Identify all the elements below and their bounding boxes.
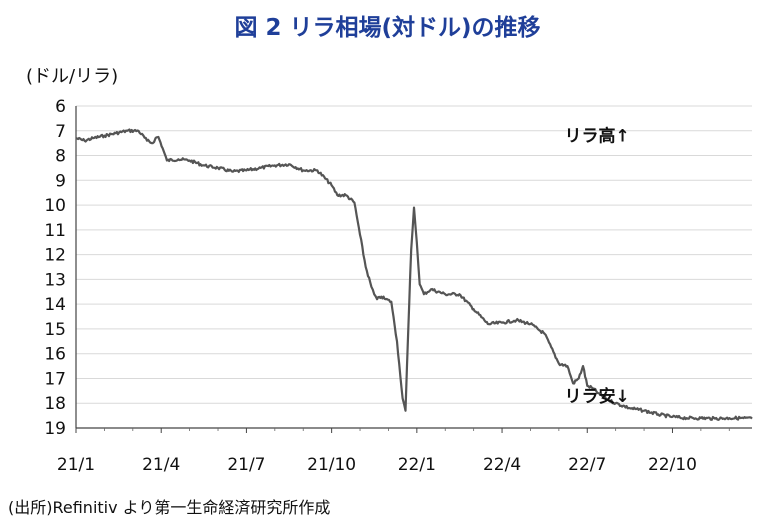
x-tick-label: 21/10 xyxy=(307,455,356,475)
y-tick-label: 19 xyxy=(44,419,66,439)
y-tick-label: 11 xyxy=(44,221,66,241)
x-tick-label: 22/1 xyxy=(398,455,436,475)
y-tick-label: 6 xyxy=(55,97,66,117)
y-tick-label: 18 xyxy=(44,394,66,414)
y-tick-label: 14 xyxy=(44,295,66,315)
annotation-lira-up: リラ高↑ xyxy=(565,126,630,147)
annotation-lira-down: リラ安↓ xyxy=(565,386,630,407)
y-tick-label: 12 xyxy=(44,246,66,266)
chart-title: 図 2 リラ相場(対ドル)の推移 xyxy=(234,15,541,41)
y-tick-label: 10 xyxy=(44,196,66,216)
series-line-0 xyxy=(75,128,753,421)
x-tick-label: 21/4 xyxy=(142,455,180,475)
y-tick-label: 16 xyxy=(44,345,66,365)
x-tick-label: 22/7 xyxy=(568,455,606,475)
source-note: (出所)Refinitiv より第一生命経済研究所作成 xyxy=(8,498,331,517)
x-tick-label: 22/4 xyxy=(483,455,521,475)
y-tick-label: 8 xyxy=(55,147,66,167)
x-tick-label: 21/1 xyxy=(57,455,95,475)
x-tick-label: 21/7 xyxy=(227,455,265,475)
x-tick-label: 22/10 xyxy=(648,455,697,475)
y-tick-label: 15 xyxy=(44,320,66,340)
y-tick-label: 7 xyxy=(55,122,66,142)
y-tick-label: 17 xyxy=(44,369,66,389)
y-tick-label: 13 xyxy=(44,270,66,290)
y-tick-label: 9 xyxy=(55,171,66,191)
y-axis-unit-label: (ドル/リラ) xyxy=(26,66,119,87)
